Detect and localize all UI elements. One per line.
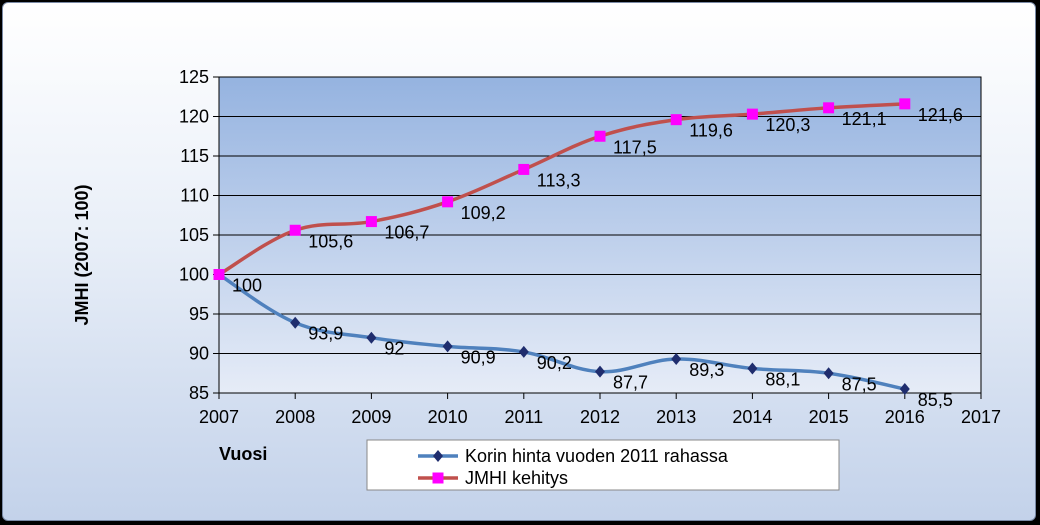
x-tick-label: 2009 xyxy=(351,407,391,427)
data-label: 87,5 xyxy=(842,374,877,394)
series-2-point xyxy=(442,196,454,208)
gridlines xyxy=(219,76,981,394)
x-tick-label: 2016 xyxy=(885,407,925,427)
series-2-point xyxy=(670,114,682,126)
data-label: 105,6 xyxy=(308,231,353,251)
data-label: 117,5 xyxy=(613,137,657,157)
series-markers xyxy=(213,98,911,396)
legend-marker xyxy=(433,450,443,462)
legend-label: JMHI kehitys xyxy=(465,468,568,488)
x-tick-label: 2013 xyxy=(656,407,696,427)
series-2-point xyxy=(594,130,606,142)
y-tick-label: 115 xyxy=(180,146,209,166)
series-2-point xyxy=(823,102,835,114)
x-tick-label: 2015 xyxy=(809,407,849,427)
series-2-point xyxy=(289,224,301,236)
series-line-2 xyxy=(218,102,905,277)
data-label: 85,5 xyxy=(918,390,953,410)
data-label: 89,3 xyxy=(689,360,724,380)
x-tick-label: 2014 xyxy=(732,407,772,427)
data-label: 121,6 xyxy=(918,105,963,125)
series-1-point xyxy=(899,383,910,396)
data-label: 93,9 xyxy=(308,324,343,344)
y-tick-label: 125 xyxy=(179,67,209,87)
series-2-point xyxy=(899,98,911,110)
y-tick-label: 100 xyxy=(179,265,209,285)
series-2-point xyxy=(746,108,758,120)
y-tick-label: 120 xyxy=(179,107,209,127)
data-label: 92 xyxy=(384,339,404,359)
data-label: 109,2 xyxy=(461,203,506,223)
data-label: 119,6 xyxy=(689,121,733,141)
series-line-1 xyxy=(218,273,906,391)
y-tick-label: 110 xyxy=(180,186,209,206)
x-tick-label: 2010 xyxy=(428,407,468,427)
x-axis-title: Vuosi xyxy=(219,444,267,464)
y-axis-ticks: 85 90 95 100 105 110 115 120 125 xyxy=(179,67,219,403)
x-tick-label: 2017 xyxy=(961,407,1001,427)
series-1-point xyxy=(595,365,605,378)
series-1-point xyxy=(518,345,529,358)
series-1-point xyxy=(442,340,453,353)
x-axis-ticks: 2007 2008 2009 2010 2011 2012 2013 2014 2015 2016… xyxy=(199,393,1001,427)
series-2-point xyxy=(365,216,377,228)
x-tick-label: 2011 xyxy=(504,407,543,427)
series-2-point xyxy=(518,163,530,175)
data-label: 90,9 xyxy=(461,347,496,367)
data-label: 121,1 xyxy=(842,109,887,129)
legend-box xyxy=(366,439,840,491)
series-1-point xyxy=(747,362,758,375)
y-tick-label: 90 xyxy=(189,344,209,364)
y-axis-title: JMHI (2007: 100) xyxy=(72,184,92,325)
series-1-point xyxy=(671,353,682,366)
data-labels: 93,9 92 90,9 90,2 87,7 89,3 88,1 87,5 85,5 100 105… xyxy=(232,105,963,410)
legend-marker xyxy=(432,472,444,484)
data-label: 100 xyxy=(232,276,262,296)
series-2-point xyxy=(213,269,225,280)
series-1-point xyxy=(366,331,377,344)
y-tick-label: 105 xyxy=(179,225,209,245)
data-label: 106,7 xyxy=(384,223,429,243)
data-label: 90,2 xyxy=(537,353,572,373)
series-1-point xyxy=(290,316,301,329)
x-tick-label: 2008 xyxy=(275,407,315,427)
data-label: 120,3 xyxy=(765,115,810,135)
legend-label: Korin hinta vuoden 2011 rahassa xyxy=(465,446,729,466)
x-tick-label: 2007 xyxy=(199,407,239,427)
y-tick-label: 95 xyxy=(189,304,209,324)
series-lines xyxy=(218,102,906,391)
series-1-point xyxy=(823,367,834,380)
x-tick-label: 2012 xyxy=(580,407,620,427)
data-label: 87,7 xyxy=(613,373,648,393)
data-label: 113,3 xyxy=(537,170,581,190)
y-tick-label: 85 xyxy=(189,383,209,403)
data-label: 88,1 xyxy=(765,370,800,390)
